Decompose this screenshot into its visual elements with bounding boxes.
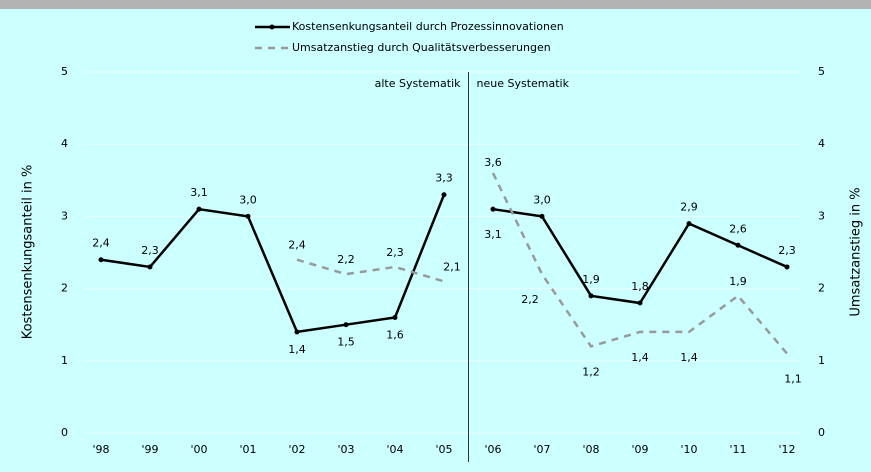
- x-tick-label: '99: [141, 443, 158, 456]
- data-label: 2,4: [288, 239, 306, 252]
- data-label: 1,2: [582, 365, 600, 378]
- x-tick-label: '06: [484, 443, 501, 456]
- legend-label: Umsatzanstieg durch Qualitätsverbesserun…: [292, 41, 551, 54]
- top-bar: [0, 0, 871, 9]
- y-tick-label: 1: [61, 354, 68, 367]
- x-tick-label: '01: [239, 443, 256, 456]
- data-label: 1,4: [631, 351, 649, 364]
- y2-tick-label: 2: [818, 282, 825, 295]
- marker: [686, 221, 692, 227]
- data-label: 3,3: [435, 172, 453, 185]
- legend-label: Kostensenkungsanteil durch Prozessinnova…: [292, 20, 564, 33]
- data-label: 3,0: [533, 193, 551, 206]
- data-label: 3,6: [484, 156, 502, 169]
- marker: [196, 206, 202, 212]
- data-label: 2,1: [443, 260, 461, 273]
- annotation: neue Systematik: [477, 77, 570, 90]
- y-tick-label: 5: [61, 65, 68, 78]
- marker: [343, 322, 349, 328]
- x-tick-label: '98: [92, 443, 109, 456]
- x-tick-label: '02: [288, 443, 305, 456]
- data-label: 1,4: [680, 351, 698, 364]
- annotation: alte Systematik: [375, 77, 462, 90]
- y2-tick-label: 5: [818, 65, 825, 78]
- data-label: 2,2: [337, 253, 355, 266]
- x-tick-label: '00: [190, 443, 207, 456]
- legend-marker: [269, 24, 275, 30]
- data-label: 3,1: [484, 228, 502, 241]
- data-label: 1,6: [386, 328, 404, 341]
- data-label: 2,3: [386, 246, 404, 259]
- marker: [245, 213, 251, 219]
- x-tick-label: '12: [778, 443, 795, 456]
- data-label: 1,5: [337, 336, 355, 349]
- x-tick-label: '11: [729, 443, 746, 456]
- marker: [294, 329, 300, 335]
- x-tick-label: '08: [582, 443, 599, 456]
- y-tick-label: 4: [61, 137, 68, 150]
- marker: [588, 293, 594, 299]
- marker: [98, 257, 104, 263]
- y-axis-title: Kostensenkungsanteil in %: [21, 165, 36, 340]
- y2-tick-label: 1: [818, 354, 825, 367]
- data-label: 3,1: [190, 186, 208, 199]
- marker: [735, 242, 741, 248]
- data-label: 2,6: [729, 222, 747, 235]
- x-tick-label: '04: [386, 443, 403, 456]
- x-tick-label: '09: [631, 443, 648, 456]
- data-label: 1,9: [582, 273, 600, 286]
- marker: [147, 264, 153, 270]
- data-label: 2,3: [141, 244, 159, 257]
- y2-tick-label: 4: [818, 137, 825, 150]
- y2-tick-label: 0: [818, 426, 825, 439]
- data-label: 3,0: [239, 193, 257, 206]
- data-label: 2,4: [92, 237, 110, 250]
- x-tick-label: '05: [435, 443, 452, 456]
- marker: [392, 314, 398, 320]
- data-label: 1,4: [288, 343, 306, 356]
- marker: [784, 264, 790, 270]
- y-tick-label: 2: [61, 282, 68, 295]
- data-label: 2,9: [680, 201, 698, 214]
- y2-tick-label: 3: [818, 209, 825, 222]
- x-tick-label: '10: [680, 443, 697, 456]
- marker: [490, 206, 496, 212]
- y-tick-label: 0: [61, 426, 68, 439]
- data-label: 2,3: [778, 244, 796, 257]
- data-label: 2,2: [521, 293, 539, 306]
- data-label: 1,8: [631, 280, 649, 293]
- series-line: [491, 172, 788, 355]
- series-line: [100, 194, 446, 334]
- y-tick-label: 3: [61, 209, 68, 222]
- marker: [539, 213, 545, 219]
- marker: [637, 300, 643, 306]
- data-label: 1,9: [729, 275, 747, 288]
- marker: [441, 192, 447, 198]
- data-label: 1,1: [784, 373, 802, 386]
- y2-axis-title: Umsatzanstieg in %: [849, 187, 864, 316]
- x-tick-label: '07: [533, 443, 550, 456]
- x-tick-label: '03: [337, 443, 354, 456]
